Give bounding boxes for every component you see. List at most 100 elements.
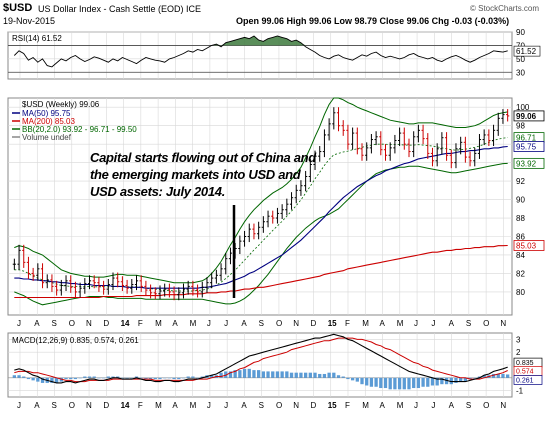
macd-histogram-bar [332, 372, 336, 378]
macd-y-tick-label: 2 [516, 348, 521, 357]
macd-histogram-bar [50, 377, 54, 383]
macd-histogram-bar [477, 376, 482, 378]
macd-histogram-bar [97, 377, 101, 379]
macd-histogram-bar [73, 377, 78, 380]
macd-x-tick-label: J [17, 401, 21, 410]
capital-flow-annotation: Capital starts flowing out of China and … [90, 150, 316, 199]
macd-histogram-bar [252, 370, 256, 378]
price-x-tick-label: S [466, 319, 471, 328]
macd-histogram-bar [402, 377, 406, 390]
macd-x-tick-label: A [172, 401, 178, 410]
chart-symbol: $USD [3, 2, 33, 14]
price-value-box [513, 157, 545, 169]
macd-histogram-bar [473, 377, 477, 379]
price-x-tick-label: O [69, 319, 75, 328]
price-value-label: 95.75 [516, 142, 537, 151]
macd-histogram-bar [299, 372, 303, 378]
macd-histogram-bar [482, 375, 486, 378]
macd-histogram-bar [388, 377, 392, 390]
macd-histogram-bar [238, 370, 242, 378]
macd-histogram-bar [92, 376, 96, 378]
macd-x-tick-label: N [500, 401, 506, 410]
price-x-tick-label: J [224, 319, 228, 328]
macd-x-tick-label: J [207, 401, 211, 410]
macd-histogram-bar [496, 373, 500, 378]
macd-histogram-bar [158, 377, 162, 380]
ohlc-summary: Open 99.06 High 99.06 Low 98.79 Close 99… [236, 16, 510, 26]
macd-histogram-bar [341, 376, 345, 378]
macd-x-tick-label: O [276, 401, 282, 410]
macd-histogram-bar [59, 377, 63, 382]
macd-histogram-bar [383, 377, 388, 389]
price-y-tick-label: 90 [516, 196, 525, 205]
macd-histogram-bar [275, 371, 280, 378]
price-x-tick-label: J [17, 319, 21, 328]
price-x-tick-label: M [155, 319, 162, 328]
macd-histogram-bar [468, 377, 472, 380]
price-x-tick-label: D [103, 319, 109, 328]
macd-histogram-bar [224, 371, 228, 378]
price-x-tick-label: M [190, 319, 197, 328]
macd-histogram-bar [200, 376, 204, 378]
macd-histogram-bar [195, 377, 200, 379]
rsi-y-tick-label: 30 [516, 68, 525, 77]
macd-histogram-bar [120, 377, 125, 379]
price-x-tick-label: N [500, 319, 506, 328]
price-legend-title: $USD (Weekly) 99.06 [22, 100, 100, 109]
macd-x-tick-label: J [414, 401, 418, 410]
macd-x-tick-label: F [345, 401, 350, 410]
ma200-line [14, 244, 508, 299]
price-legend-item: Volume undef [22, 133, 72, 142]
macd-histogram-bar [83, 376, 87, 378]
macd-histogram-bar [210, 375, 214, 378]
price-y-tick-label: 88 [516, 214, 525, 223]
macd-histogram-bar [111, 376, 115, 378]
price-legend-item: MA(200) 85.03 [22, 117, 75, 126]
macd-histogram-bar [233, 370, 237, 378]
macd-histogram-bar [416, 377, 421, 389]
price-x-tick-label: A [380, 319, 386, 328]
macd-histogram-bar [440, 377, 444, 385]
macd-x-tick-label: M [190, 401, 197, 410]
macd-line [14, 333, 508, 384]
rsi-legend: RSI(14) 61.52 [12, 34, 62, 43]
rsi-overbought-fill [14, 36, 508, 46]
price-value-label: 96.71 [516, 134, 537, 143]
macd-histogram-bar [271, 371, 275, 378]
macd-histogram-bar [336, 375, 341, 378]
price-x-tick-label: J [207, 319, 211, 328]
macd-histogram-bar [463, 377, 468, 382]
macd-histogram-bar [285, 371, 289, 378]
price-y-tick-label: 82 [516, 269, 525, 278]
macd-histogram-bar [148, 377, 153, 380]
macd-histogram-bar [125, 377, 129, 379]
macd-value-label: 0.574 [516, 368, 534, 375]
macd-x-tick-label: M [155, 401, 162, 410]
macd-histogram-bar [426, 377, 430, 387]
macd-histogram-bar [280, 371, 284, 378]
macd-histogram-bar [379, 377, 383, 389]
macd-histogram-bar [421, 377, 425, 387]
price-y-tick-label: 80 [516, 288, 525, 297]
price-x-tick-label: A [172, 319, 178, 328]
price-value-label: 99.06 [516, 112, 537, 121]
macd-histogram-bar [247, 368, 251, 378]
price-value-label: 85.03 [516, 241, 537, 250]
price-value-label: 93.92 [516, 159, 537, 168]
macd-histogram-bar [360, 377, 364, 385]
macd-histogram-bar [435, 377, 439, 386]
price-x-tick-label: F [345, 319, 350, 328]
stockcharts-watermark: © StockCharts.com [470, 4, 540, 13]
macd-histogram-bar [449, 377, 453, 385]
macd-signal-line [14, 337, 508, 383]
macd-histogram-bar [22, 376, 26, 378]
macd-histogram-bar [261, 371, 265, 378]
macd-x-tick-label: S [466, 401, 471, 410]
macd-histogram-bar [327, 372, 331, 378]
macd-histogram-bar [116, 376, 120, 378]
price-legend-item: BB(20,2.0) 93.92 - 96.71 - 99.50 [22, 125, 137, 134]
macd-histogram-bar [64, 377, 68, 380]
macd-histogram-bar [491, 373, 496, 378]
ma50-line [14, 145, 508, 289]
